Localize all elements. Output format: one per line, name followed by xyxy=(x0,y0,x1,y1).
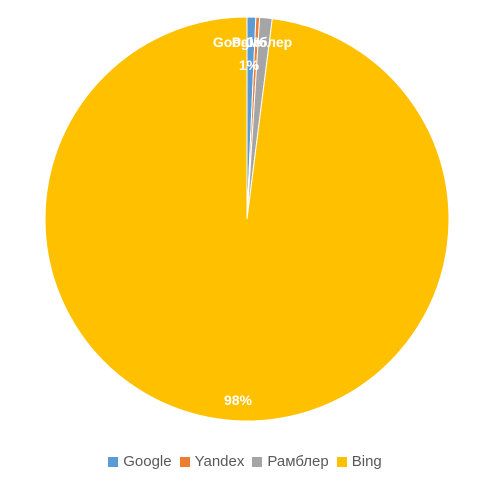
legend-item-rambler[interactable]: Рамблер xyxy=(252,453,329,470)
data-label-value-yandex: 0% xyxy=(246,34,267,50)
data-label-рамблер: Рамблер xyxy=(232,34,292,50)
data-label-value-google: 1% xyxy=(239,57,260,73)
legend-item-bing[interactable]: Bing xyxy=(336,453,382,470)
legend-item-google[interactable]: Google xyxy=(108,453,172,470)
data-label-value-bing: 98% xyxy=(224,392,253,408)
legend-label-rambler: Рамблер xyxy=(267,453,329,470)
legend-swatch-bing xyxy=(336,456,347,467)
legend-label-bing: Bing xyxy=(351,453,382,470)
chart-legend: Google Yandex Рамблер Bing xyxy=(0,453,490,470)
pie-data-labels: Google 1% 0%Рамблер 98% xyxy=(213,34,292,408)
legend-swatch-google xyxy=(108,456,119,467)
data-label-google: Google 1% xyxy=(213,34,261,73)
legend-item-yandex[interactable]: Yandex xyxy=(179,453,245,470)
legend-swatch-rambler xyxy=(252,456,263,467)
legend-label-yandex: Yandex xyxy=(194,453,245,470)
legend-label-google: Google xyxy=(123,453,172,470)
pie-slice-bing[interactable] xyxy=(44,16,450,422)
data-label-category-google: Google xyxy=(213,34,261,50)
data-label-yandex: 0% xyxy=(246,34,267,50)
pie-chart: Google 1% 0%Рамблер 98% xyxy=(44,16,450,422)
data-label-bing: 98% xyxy=(224,392,253,408)
legend-swatch-yandex xyxy=(179,456,190,467)
data-label-category-рамблер: Рамблер xyxy=(232,34,292,50)
pie-slices xyxy=(44,16,450,422)
